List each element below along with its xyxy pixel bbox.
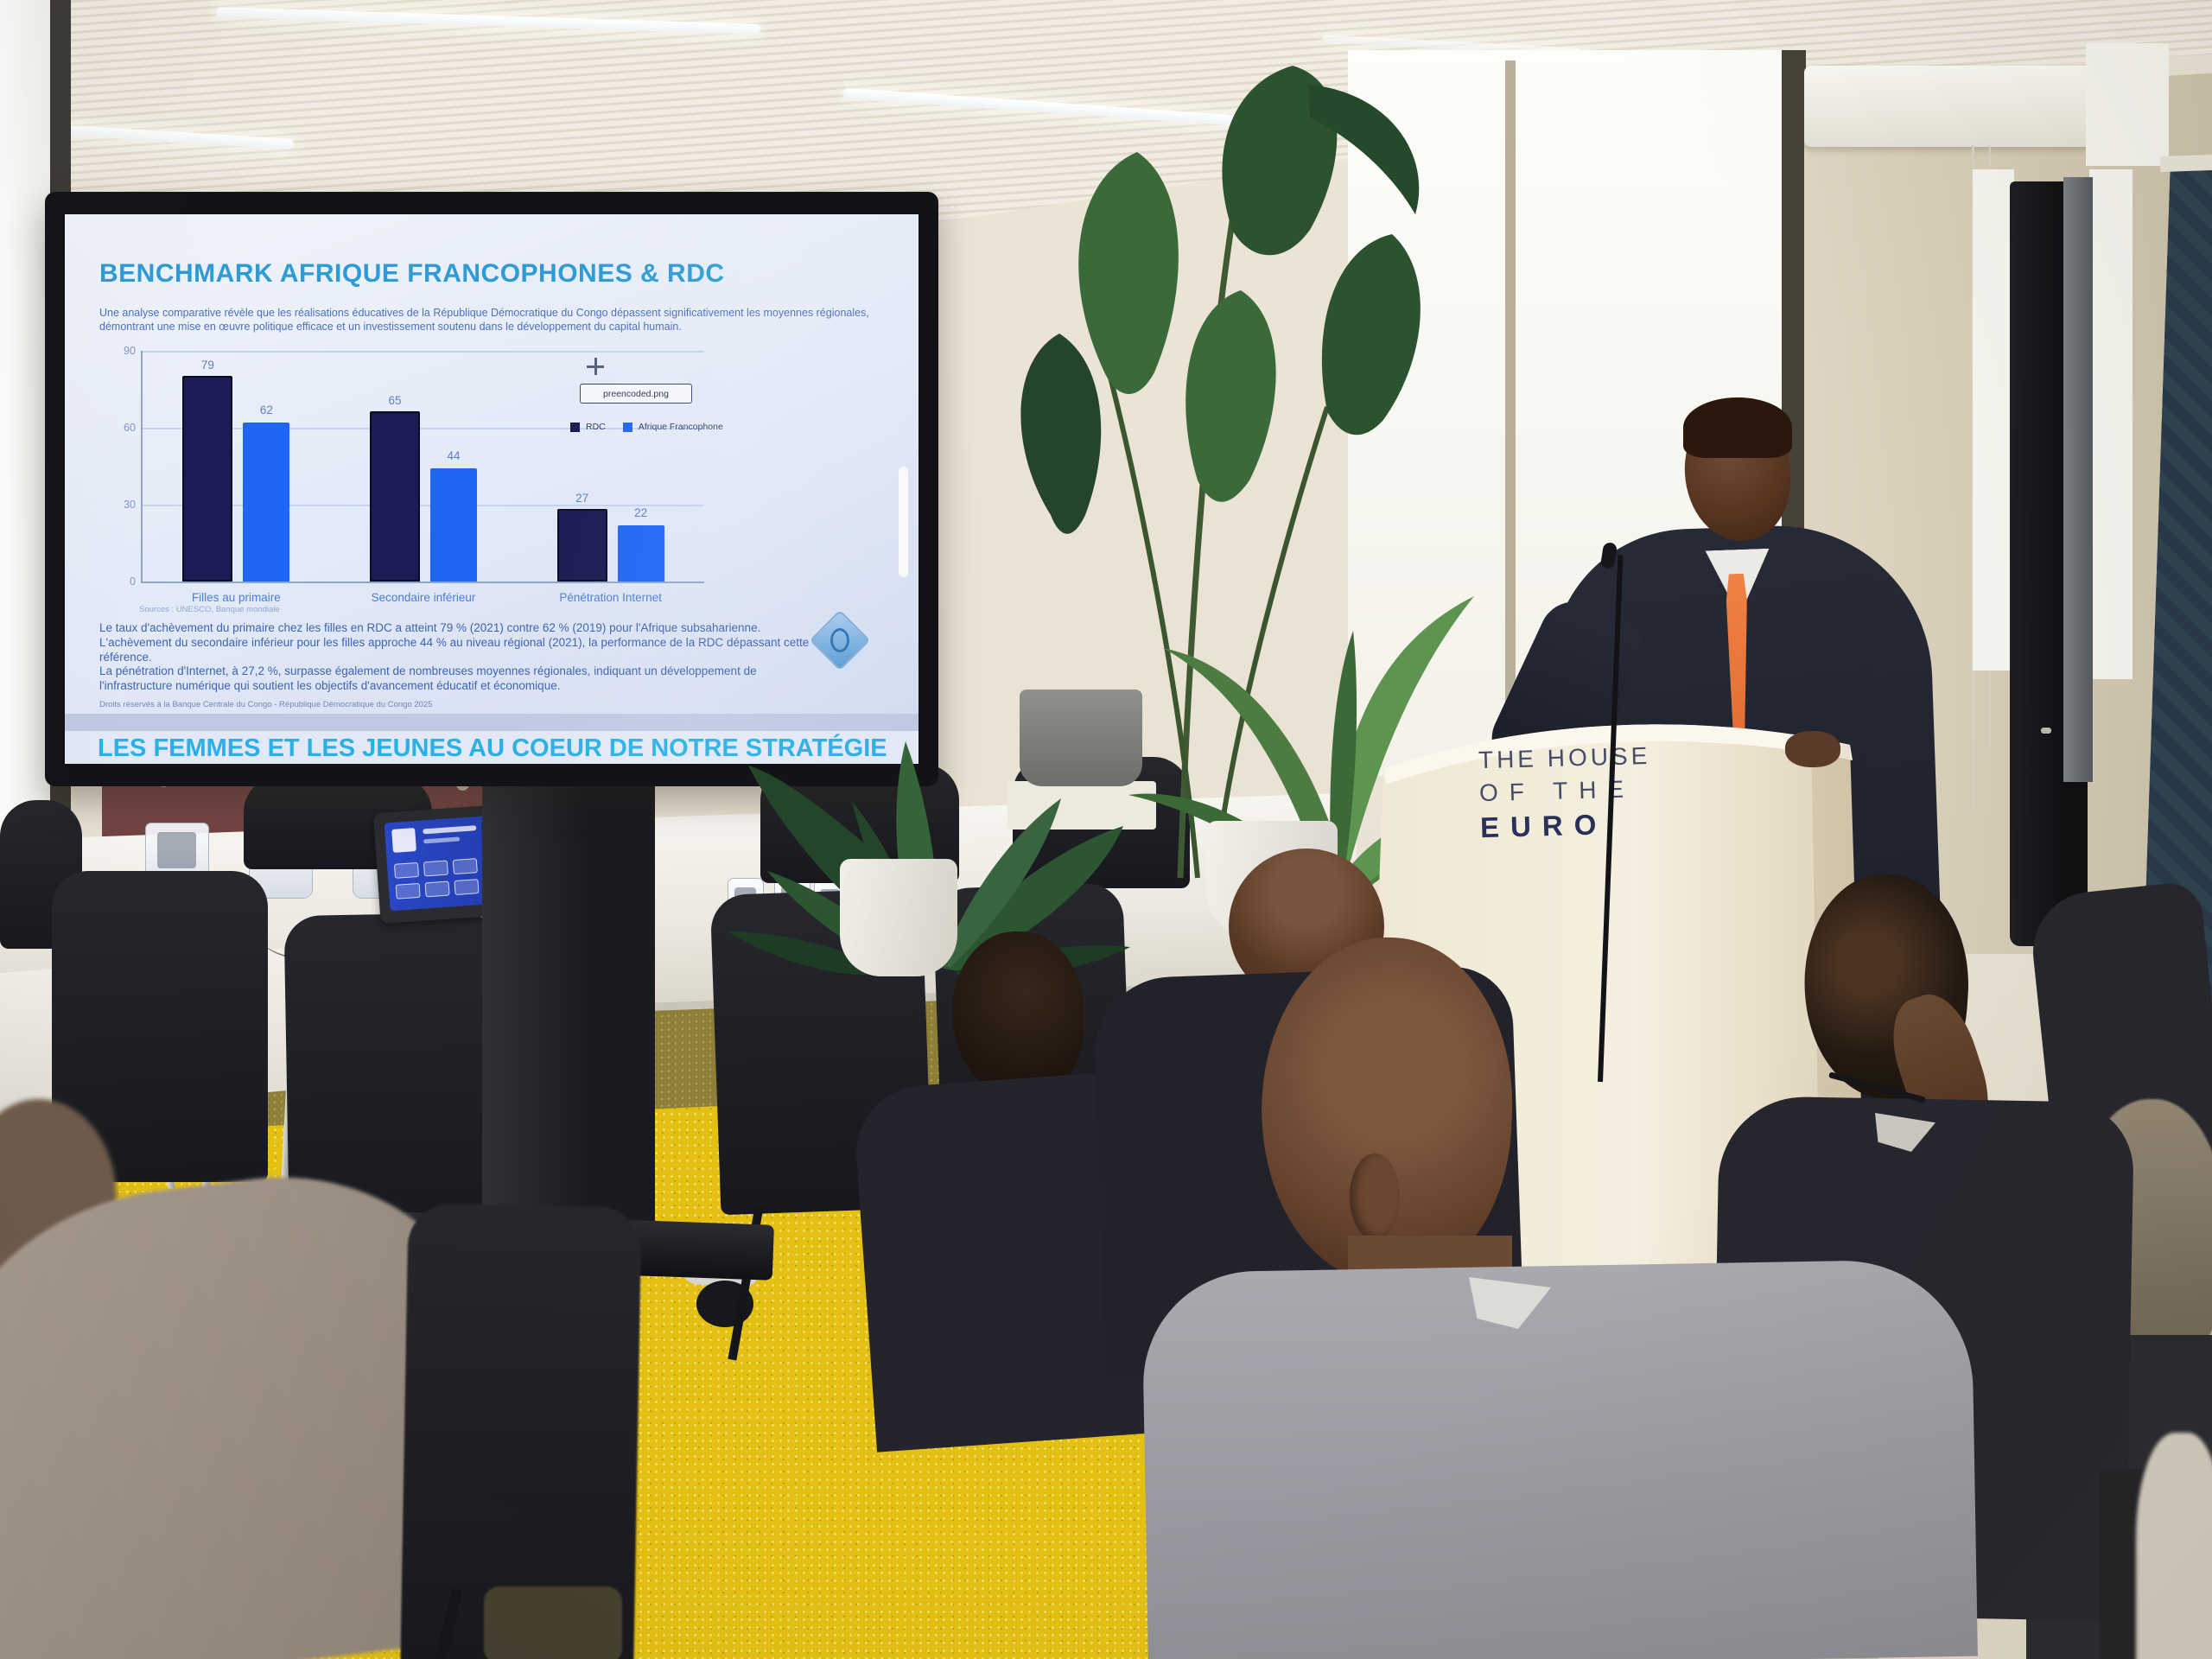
legend-swatch [570,422,580,432]
gridline [143,351,704,353]
legend-item: RDC [570,422,606,432]
acoustic-panel-cap [2159,154,2212,173]
audience-head-white-hair [2136,1433,2212,1659]
legend-swatch [622,422,632,432]
bag [484,1586,622,1659]
bar-afrique-francophone: 22 [617,506,664,582]
bar-value-label: 22 [634,505,648,519]
category-label: Filles au primaire [191,591,281,604]
slide: BENCHMARK AFRIQUE FRANCOPHONES & RDC Une… [65,214,918,714]
control-logo-tile [391,828,416,853]
slide-gap [65,714,918,731]
bcc-logo [809,609,871,671]
control-text-line [423,825,477,835]
bar-group: 27 22 Pénétration Internet [556,351,664,604]
legend-item: Afrique Francophone [622,422,723,432]
gridline [143,505,704,506]
drag-filename-label: preencoded.png [580,384,692,404]
audience-head [952,931,1084,1100]
audience-member-gray-suit [1141,1258,1978,1659]
window-sliver [2089,169,2133,679]
bar-value-label: 44 [447,449,461,463]
y-axis-tick: 30 [124,499,136,511]
slide-paragraph: La pénétration d'Internet, à 27,2 %, sur… [99,664,757,692]
chart-legend: RDC Afrique Francophone [570,422,723,432]
ear [1350,1154,1400,1240]
window-sliver [2086,43,2169,166]
bar-value-label: 62 [259,404,273,417]
next-slide-title: LES FEMMES ET LES JEUNES AU COEUR DE NOT… [98,734,887,762]
legend-label: Afrique Francophone [638,422,723,432]
tv-stand-column [482,778,655,1240]
bar-groups: 79 62 Filles au primaire 65 44 Secondaire inf… [143,351,704,604]
bar-group: 79 62 Filles au primaire [182,351,290,604]
bar-rdc: 79 [182,359,233,582]
control-button [454,879,480,896]
speaker-brand-badge [2041,728,2051,734]
y-axis-tick: 90 [124,345,136,357]
gray-plant-pot [1020,690,1142,786]
bar-rdc: 65 [369,394,420,582]
white-plant-pot [840,859,957,976]
bar-afrique-francophone: 62 [243,404,290,582]
bar-value-label: 27 [575,491,589,505]
tv-screen: BENCHMARK AFRIQUE FRANCOPHONES & RDC Une… [65,214,918,764]
podium-line3: EURO [1479,808,1608,844]
gray-curtain [2063,177,2093,782]
control-text-line [423,836,461,844]
roller-blind-housing [1804,66,2094,147]
podium-line2: OF THE [1478,775,1636,807]
bar-value-label: 65 [388,394,402,408]
plant-pedestal [1007,781,1156,830]
bar-rdc: 27 [556,492,607,582]
left-window [0,0,54,847]
scrollbar [899,467,908,577]
strelitzia-plant [1020,66,1421,879]
control-button [393,861,420,879]
podium-sign: THE HOUSE OF THE EURO [1478,739,1688,846]
bar-group: 65 44 Secondaire inférieur [369,351,477,604]
control-button [395,882,421,899]
category-label: Pénétration Internet [559,591,662,604]
slide-paragraph: Le taux d'achèvement du primaire chez le… [99,621,810,664]
window-sliver [1973,169,2014,671]
category-label: Secondaire inférieur [371,591,476,604]
slide-footer: Droits réservés à la Banque Centrale du … [99,700,433,709]
control-button [452,858,478,875]
gridline [143,428,704,429]
legend-label: RDC [586,422,606,432]
bar-value-label: 79 [200,358,214,372]
control-button [423,860,448,877]
speaker-hair [1683,397,1792,458]
slide-title: BENCHMARK AFRIQUE FRANCOPHONES & RDC [99,259,725,288]
y-axis-tick: 0 [130,575,136,588]
presentation-tv: BENCHMARK AFRIQUE FRANCOPHONES & RDC Une… [45,192,938,786]
chart-sources-line: Sources : UNESCO, Banque mondiale [139,605,280,614]
next-slide-preview: LES FEMMES ET LES JEUNES AU COEUR DE NOT… [65,731,918,764]
window-mullion [1505,60,1516,774]
bar-chart: 0 30 60 90 79 62 Filles au primaire 65 44 Seconda… [124,345,704,604]
y-axis-tick: 60 [124,422,136,434]
control-button [424,880,450,898]
slide-intro-text: Une analyse comparative révèle que les r… [99,307,869,333]
bar-afrique-francophone: 44 [429,449,477,582]
speaker-hand [1785,731,1840,767]
move-cursor-icon [587,358,604,375]
podium-line1: THE HOUSE [1478,741,1651,774]
peace-lily-plant [728,741,1130,975]
